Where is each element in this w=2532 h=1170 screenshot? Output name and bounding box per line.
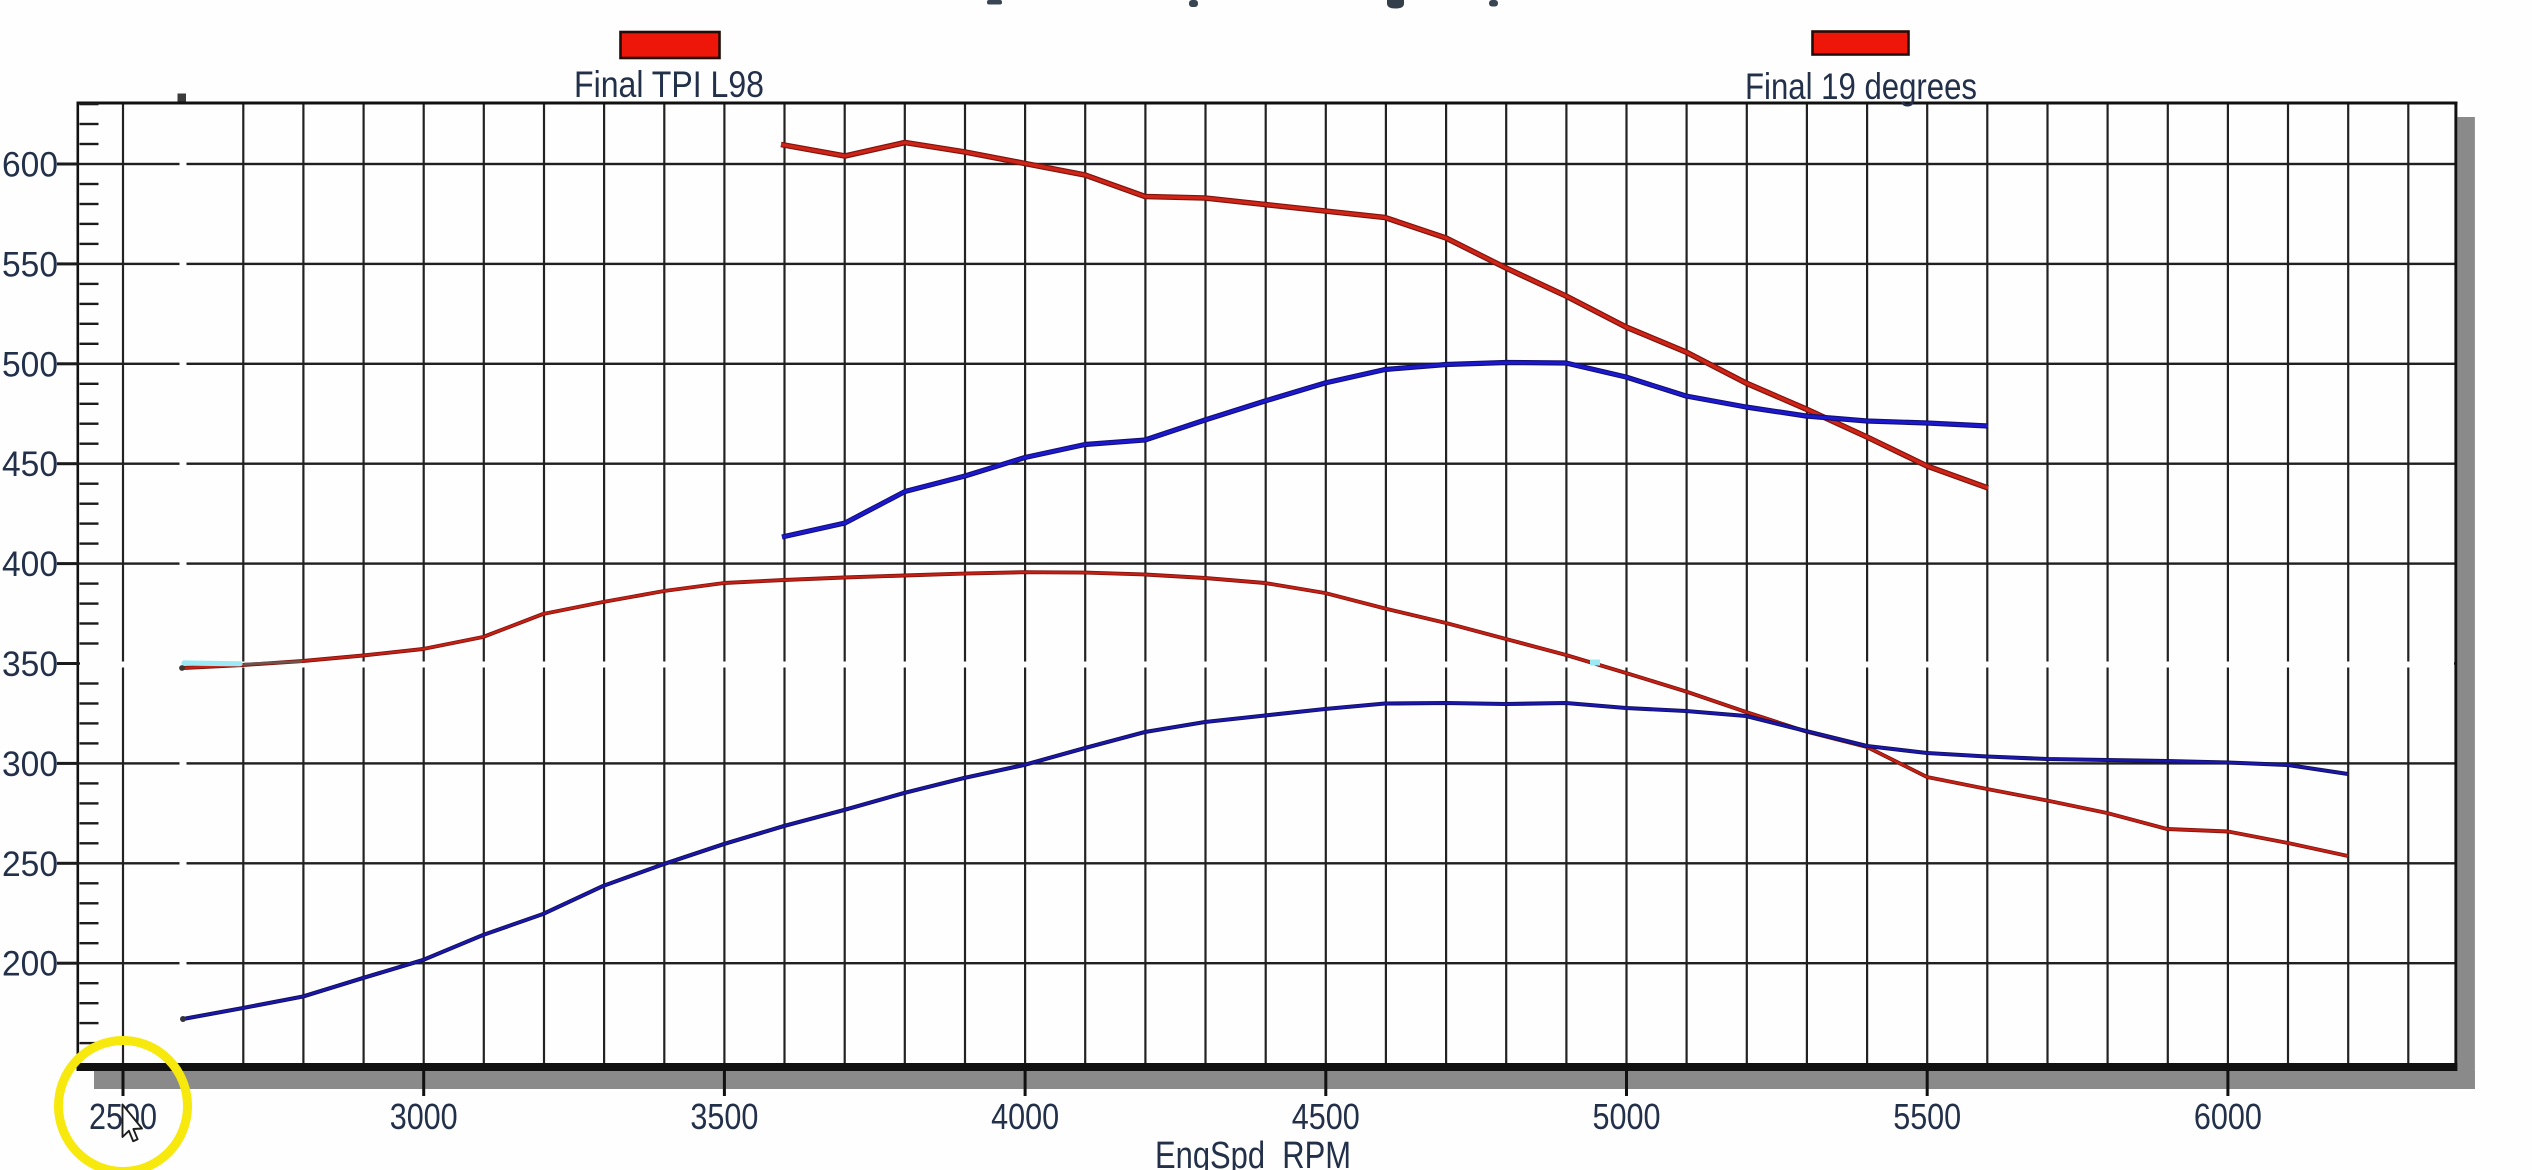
svg-text:200: 200	[2, 945, 58, 984]
svg-text:Final 19 degrees: Final 19 degrees	[1745, 66, 1977, 107]
svg-text:450: 450	[2, 445, 58, 484]
svg-text:6000: 6000	[2194, 1096, 2262, 1137]
svg-text:Final TPI L98: Final TPI L98	[574, 64, 764, 105]
svg-text:5000: 5000	[1593, 1096, 1661, 1137]
svg-text:3500: 3500	[690, 1096, 758, 1137]
svg-text:5500: 5500	[1893, 1096, 1961, 1137]
svg-text:350: 350	[2, 645, 58, 684]
svg-text:250: 250	[2, 845, 58, 884]
svg-text:600: 600	[2, 146, 58, 185]
svg-text:550: 550	[2, 245, 58, 284]
svg-text:400: 400	[2, 545, 58, 584]
svg-text:4500: 4500	[1292, 1096, 1360, 1137]
svg-text:500: 500	[2, 345, 58, 384]
svg-text:EngSpd RPM: EngSpd RPM	[1155, 1135, 1351, 1170]
svg-text:3000: 3000	[390, 1096, 458, 1137]
svg-text:4000: 4000	[991, 1096, 1059, 1137]
svg-text:300: 300	[2, 745, 58, 784]
